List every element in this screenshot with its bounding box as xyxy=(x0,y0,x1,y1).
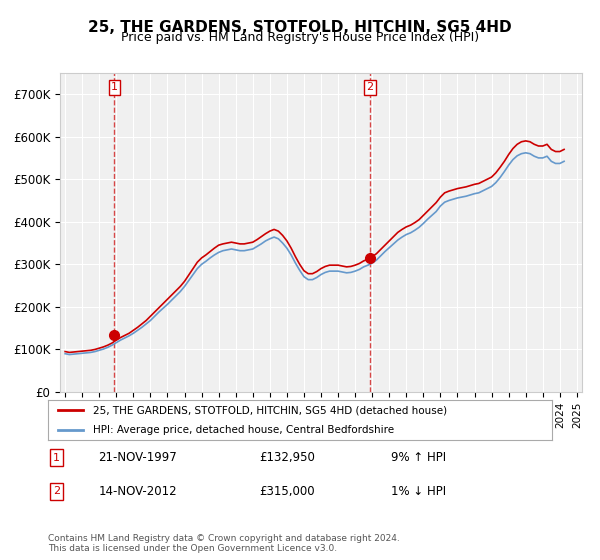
Text: 1: 1 xyxy=(111,82,118,92)
Text: 21-NOV-1997: 21-NOV-1997 xyxy=(98,451,177,464)
Text: 2: 2 xyxy=(53,487,60,496)
Text: 25, THE GARDENS, STOTFOLD, HITCHIN, SG5 4HD (detached house): 25, THE GARDENS, STOTFOLD, HITCHIN, SG5 … xyxy=(94,405,448,415)
Text: 1: 1 xyxy=(53,453,60,463)
Text: Price paid vs. HM Land Registry's House Price Index (HPI): Price paid vs. HM Land Registry's House … xyxy=(121,31,479,44)
Text: Contains HM Land Registry data © Crown copyright and database right 2024.
This d: Contains HM Land Registry data © Crown c… xyxy=(48,534,400,553)
Text: £315,000: £315,000 xyxy=(260,485,316,498)
Text: 1% ↓ HPI: 1% ↓ HPI xyxy=(391,485,446,498)
Text: 2: 2 xyxy=(367,82,374,92)
Text: HPI: Average price, detached house, Central Bedfordshire: HPI: Average price, detached house, Cent… xyxy=(94,425,394,435)
Text: 14-NOV-2012: 14-NOV-2012 xyxy=(98,485,177,498)
Text: 25, THE GARDENS, STOTFOLD, HITCHIN, SG5 4HD: 25, THE GARDENS, STOTFOLD, HITCHIN, SG5 … xyxy=(88,20,512,35)
Text: 9% ↑ HPI: 9% ↑ HPI xyxy=(391,451,446,464)
Text: £132,950: £132,950 xyxy=(260,451,316,464)
